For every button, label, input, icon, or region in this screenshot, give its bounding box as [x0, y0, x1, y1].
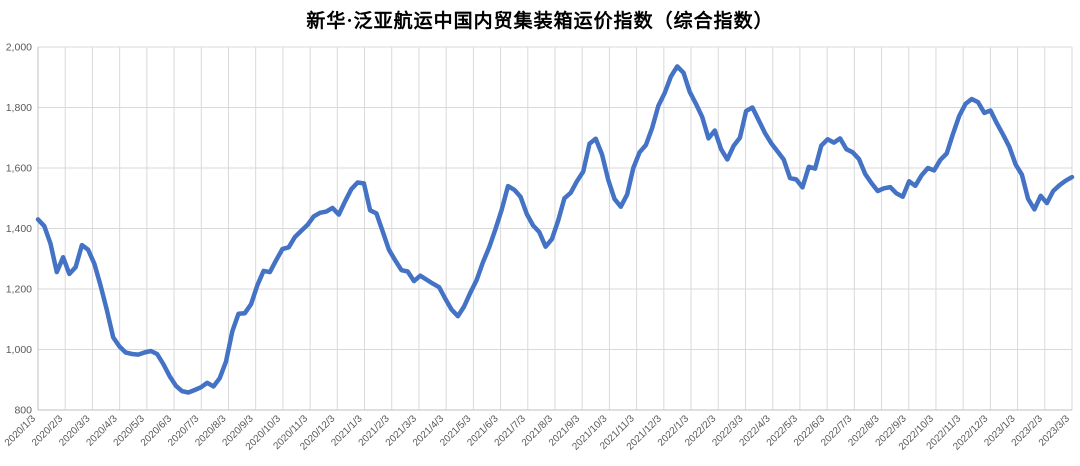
- y-axis-tick-label: 1,000: [6, 344, 32, 356]
- y-axis-tick-label: 2,000: [6, 42, 32, 54]
- y-axis-tick-label: 800: [14, 405, 32, 417]
- y-axis-tick-label: 1,200: [6, 284, 32, 296]
- y-axis-tick-label: 1,600: [6, 163, 32, 175]
- y-axis-tick-label: 1,400: [6, 223, 32, 235]
- index-line-series: [35, 64, 1075, 395]
- chart-title: 新华·泛亚航运中国内贸集装箱运价指数（综合指数）: [306, 11, 774, 32]
- y-axis-tick-label: 1,800: [6, 102, 32, 114]
